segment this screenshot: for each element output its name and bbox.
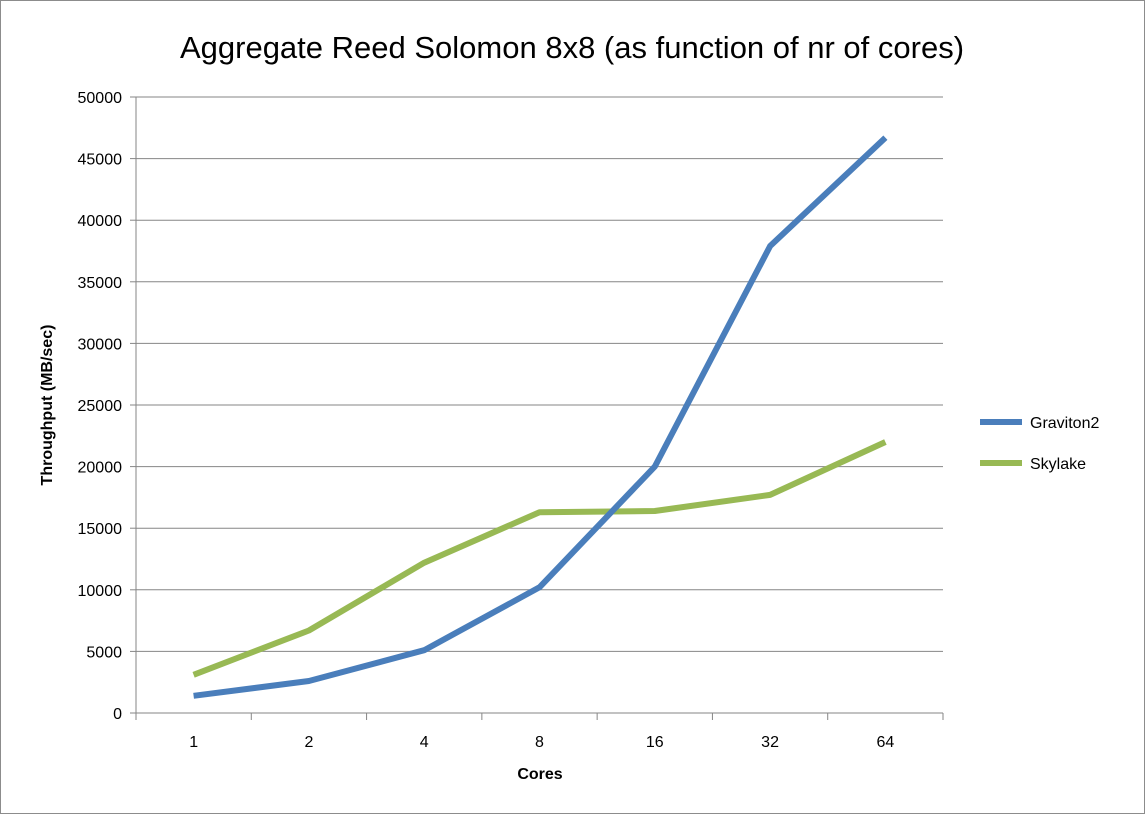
y-tick-label: 30000 (78, 336, 123, 353)
y-tick-label: 50000 (78, 90, 123, 107)
x-tick-label: 8 (535, 734, 544, 751)
y-tick-label: 20000 (78, 460, 123, 477)
x-tick-label: 16 (646, 734, 664, 751)
y-tick-label: 10000 (78, 583, 123, 600)
x-tick-label: 4 (420, 734, 429, 751)
y-tick-label: 25000 (78, 398, 123, 415)
chart-title: Aggregate Reed Solomon 8x8 (as function … (180, 30, 964, 65)
y-tick-label: 5000 (86, 644, 122, 661)
y-tick-label: 0 (113, 706, 122, 723)
y-tick-label: 15000 (78, 521, 123, 538)
legend: Graviton2 Skylake (980, 415, 1099, 473)
gridlines (136, 96, 943, 652)
y-tick-label: 40000 (78, 213, 123, 230)
legend-label-skylake: Skylake (1030, 456, 1086, 473)
series-line-skylake (192, 439, 887, 678)
series-lines (192, 135, 888, 699)
series-line-graviton2 (193, 135, 888, 699)
y-tick-labels: 0 5000 10000 15000 20000 25000 30000 35000 40000… (78, 90, 123, 723)
y-axis-label: Throughput (MB/sec) (39, 325, 56, 486)
x-tick-labels: 1 2 4 8 16 32 64 (189, 734, 894, 751)
x-tick-label: 2 (304, 734, 313, 751)
x-tick-label: 64 (876, 734, 894, 751)
legend-label-graviton2: Graviton2 (1030, 415, 1099, 432)
x-axis-label: Cores (517, 766, 562, 783)
y-tick-label: 45000 (78, 152, 123, 169)
y-tick-label: 35000 (78, 275, 123, 292)
x-tick-label: 32 (761, 734, 779, 751)
axes (130, 96, 944, 720)
x-tick-label: 1 (189, 734, 198, 751)
